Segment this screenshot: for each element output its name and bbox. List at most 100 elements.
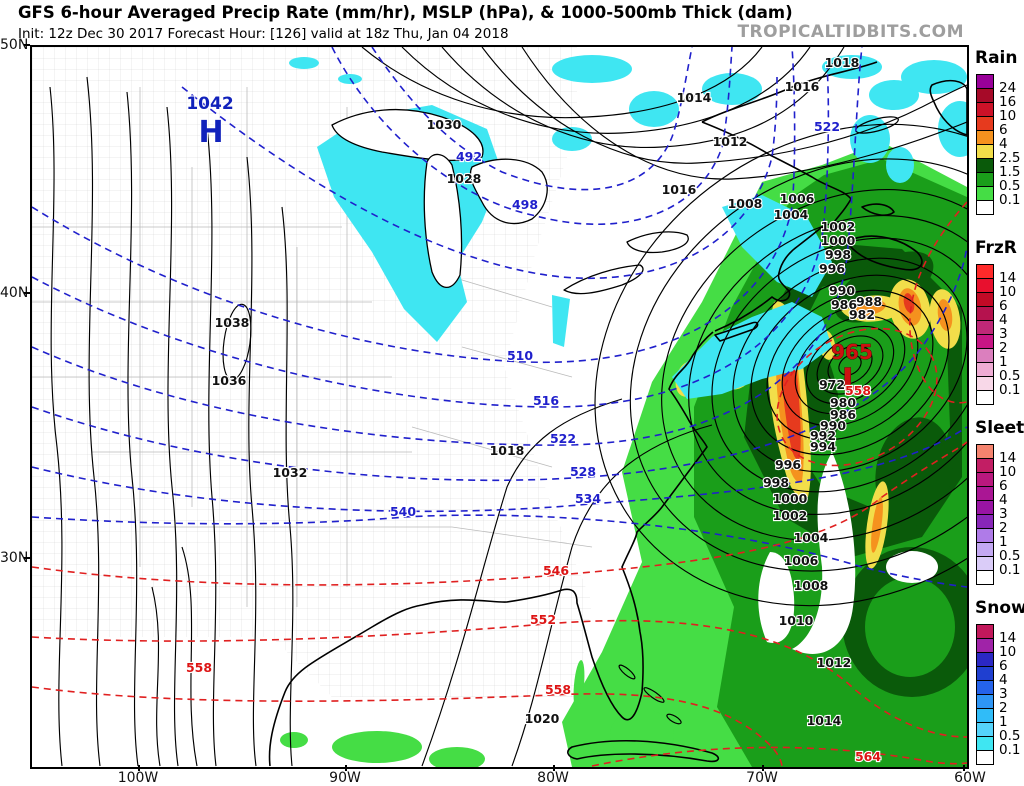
contour-label: 1036	[212, 373, 247, 388]
contour-label: 1000	[821, 233, 856, 248]
low-value: 965	[831, 340, 873, 364]
contour-label: 522	[550, 431, 576, 446]
lat-tick-label: 40N	[0, 285, 29, 301]
contour-label: 1006	[780, 191, 815, 206]
legend-tick-label: 4	[999, 136, 1008, 152]
legend-color-segment	[977, 709, 993, 723]
legend-colorbar	[976, 264, 994, 405]
legend-tick-label: 3	[999, 686, 1008, 702]
contour-label: 1010	[779, 613, 814, 628]
contour-label: 1006	[784, 553, 819, 568]
contour-label: 528	[570, 464, 596, 479]
contour-label: 1008	[794, 578, 829, 593]
legend-tick-label: 6	[999, 478, 1008, 494]
legend-tick-label: 2	[999, 340, 1008, 356]
legend-tick-label: 0.5	[999, 368, 1021, 384]
legend-color-segment	[977, 103, 993, 117]
contour-label: 996	[819, 261, 845, 276]
legend-color-segment	[977, 723, 993, 737]
contour-label: 1002	[821, 219, 856, 234]
legend-tick-label: 16	[999, 94, 1017, 110]
contour-label: 558	[186, 660, 212, 675]
contour-label: 498	[512, 197, 538, 212]
legend-color-segment	[977, 89, 993, 103]
legend-tick-label: 6	[999, 298, 1008, 314]
legend-color-segment	[977, 751, 993, 764]
legend-color-segment	[977, 737, 993, 751]
contour-label: 972	[819, 377, 845, 392]
legend-bar-snow: Snow 14 10 6 4 3 2 1 0.5 0.1	[975, 598, 1024, 765]
contour-label: 1008	[728, 196, 763, 211]
legend-color-segment	[977, 625, 993, 639]
contour-label: 998	[763, 475, 789, 490]
legend-tick-label: 1	[999, 534, 1008, 550]
contour-label: 986	[831, 297, 857, 312]
contour-label: 1018	[490, 443, 525, 458]
contour-label: 516	[533, 393, 559, 408]
legend-tick-label: 2	[999, 520, 1008, 536]
lon-tick-label: 70W	[746, 770, 778, 786]
legend-tick-label: 10	[999, 284, 1017, 300]
isobar-contours	[49, 47, 967, 767]
low-symbol: L	[842, 361, 862, 399]
contour-label: 1014	[677, 90, 712, 105]
high-symbol: H	[198, 115, 223, 150]
legend-color-segment	[977, 75, 993, 89]
legend-color-segment	[977, 117, 993, 131]
contour-label: 558	[845, 383, 871, 398]
thickness-contours-warm	[32, 201, 967, 767]
legend-color-segment	[977, 571, 993, 584]
contour-label: 1016	[662, 182, 697, 197]
lon-tick-label: 90W	[329, 770, 361, 786]
legend-tick-label: 2	[999, 700, 1008, 716]
legend-tick-label: 1.5	[999, 164, 1021, 180]
contour-label: 1004	[794, 530, 829, 545]
legend-color-segment	[977, 459, 993, 473]
contour-label: 558	[545, 682, 571, 697]
contour-label: 546	[543, 563, 569, 578]
legend-tick-label: 24	[999, 80, 1017, 96]
legend-color-segment	[977, 681, 993, 695]
contour-label: 988	[856, 294, 882, 309]
contour-label: 1020	[525, 711, 560, 726]
legend-color-segment	[977, 131, 993, 145]
contour-label: 980	[830, 395, 856, 410]
lon-tick-label: 100W	[117, 770, 159, 786]
legend-color-segment	[977, 293, 993, 307]
legend-tick-label: 0.5	[999, 178, 1021, 194]
legend-tick-label: 10	[999, 644, 1017, 660]
contour-label: 540	[390, 504, 416, 519]
legend-bar-sleet: Sleet 14 10 6 4 3 2 1 0.5 0.1	[975, 418, 1024, 585]
contour-label: 1016	[785, 79, 820, 94]
lat-tick-mark	[24, 292, 30, 294]
contour-label: 1014	[807, 713, 842, 728]
legend-title: Snow	[975, 598, 1024, 618]
legend-color-segment	[977, 445, 993, 459]
legend-color-segment	[977, 501, 993, 515]
legend-color-segment	[977, 639, 993, 653]
contour-label: 1012	[817, 655, 852, 670]
legend-colorbar	[976, 74, 994, 215]
legend-color-segment	[977, 279, 993, 293]
legend-color-segment	[977, 265, 993, 279]
legend-tick-label: 0.1	[999, 742, 1021, 758]
legend-tick-label: 10	[999, 464, 1017, 480]
contour-label: 982	[849, 307, 875, 322]
legend-color-segment	[977, 145, 993, 159]
contour-label: 1028	[447, 171, 482, 186]
legend-tick-label: 14	[999, 630, 1017, 646]
legend-tick-label: 0.1	[999, 192, 1021, 208]
legend-tick-label: 1	[999, 354, 1008, 370]
legend-color-segment	[977, 653, 993, 667]
legend-colorbar	[976, 444, 994, 585]
legend-tick-label: 6	[999, 122, 1008, 138]
contour-label: 510	[507, 348, 533, 363]
state-borders	[32, 87, 593, 607]
contour-label: 1000	[773, 491, 808, 506]
lon-tick-mark	[345, 765, 347, 771]
legend-tick-label: 14	[999, 270, 1017, 286]
contour-label: 1004	[774, 207, 809, 222]
lon-tick-label: 60W	[954, 770, 986, 786]
contour-label: 1012	[713, 134, 748, 149]
